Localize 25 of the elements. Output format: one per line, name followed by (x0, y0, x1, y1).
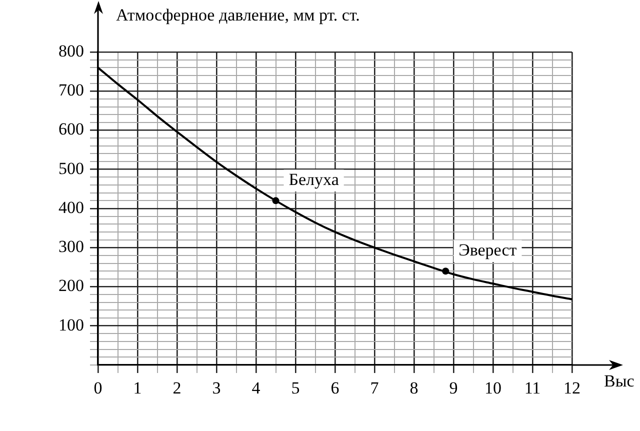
x-tick-label: 0 (94, 378, 102, 398)
y-tick-label: 800 (58, 41, 84, 60)
x-tick-label: 12 (564, 378, 580, 398)
y-axis-title: Атмосферное давление, мм рт. ст. (116, 5, 360, 24)
y-tick-label: 400 (58, 198, 84, 217)
y-tick-label: 100 (58, 315, 84, 334)
x-tick-label: 8 (410, 378, 418, 398)
x-tick-label: 2 (172, 378, 182, 398)
x-tick-label: 5 (291, 378, 300, 398)
annotation: Эверест (458, 240, 518, 260)
x-tick-label: 3 (212, 378, 221, 398)
y-tick-label: 300 (58, 237, 84, 256)
x-tick-label: 9 (449, 378, 458, 398)
y-tick-label: 700 (58, 80, 84, 100)
x-tick-label: 1 (133, 378, 142, 398)
annotation: Белуха (288, 170, 340, 190)
y-tick-label: 600 (58, 120, 84, 139)
x-axis-title: Выс (604, 371, 635, 390)
x-tick-label: 10 (484, 378, 502, 398)
x-tick-label: 6 (330, 378, 340, 398)
x-tick-label: 4 (252, 378, 261, 398)
x-tick-label: 11 (524, 378, 541, 398)
x-tick-label: 7 (370, 378, 380, 398)
y-tick-label: 500 (58, 158, 84, 178)
y-tick-label: 200 (58, 276, 84, 296)
